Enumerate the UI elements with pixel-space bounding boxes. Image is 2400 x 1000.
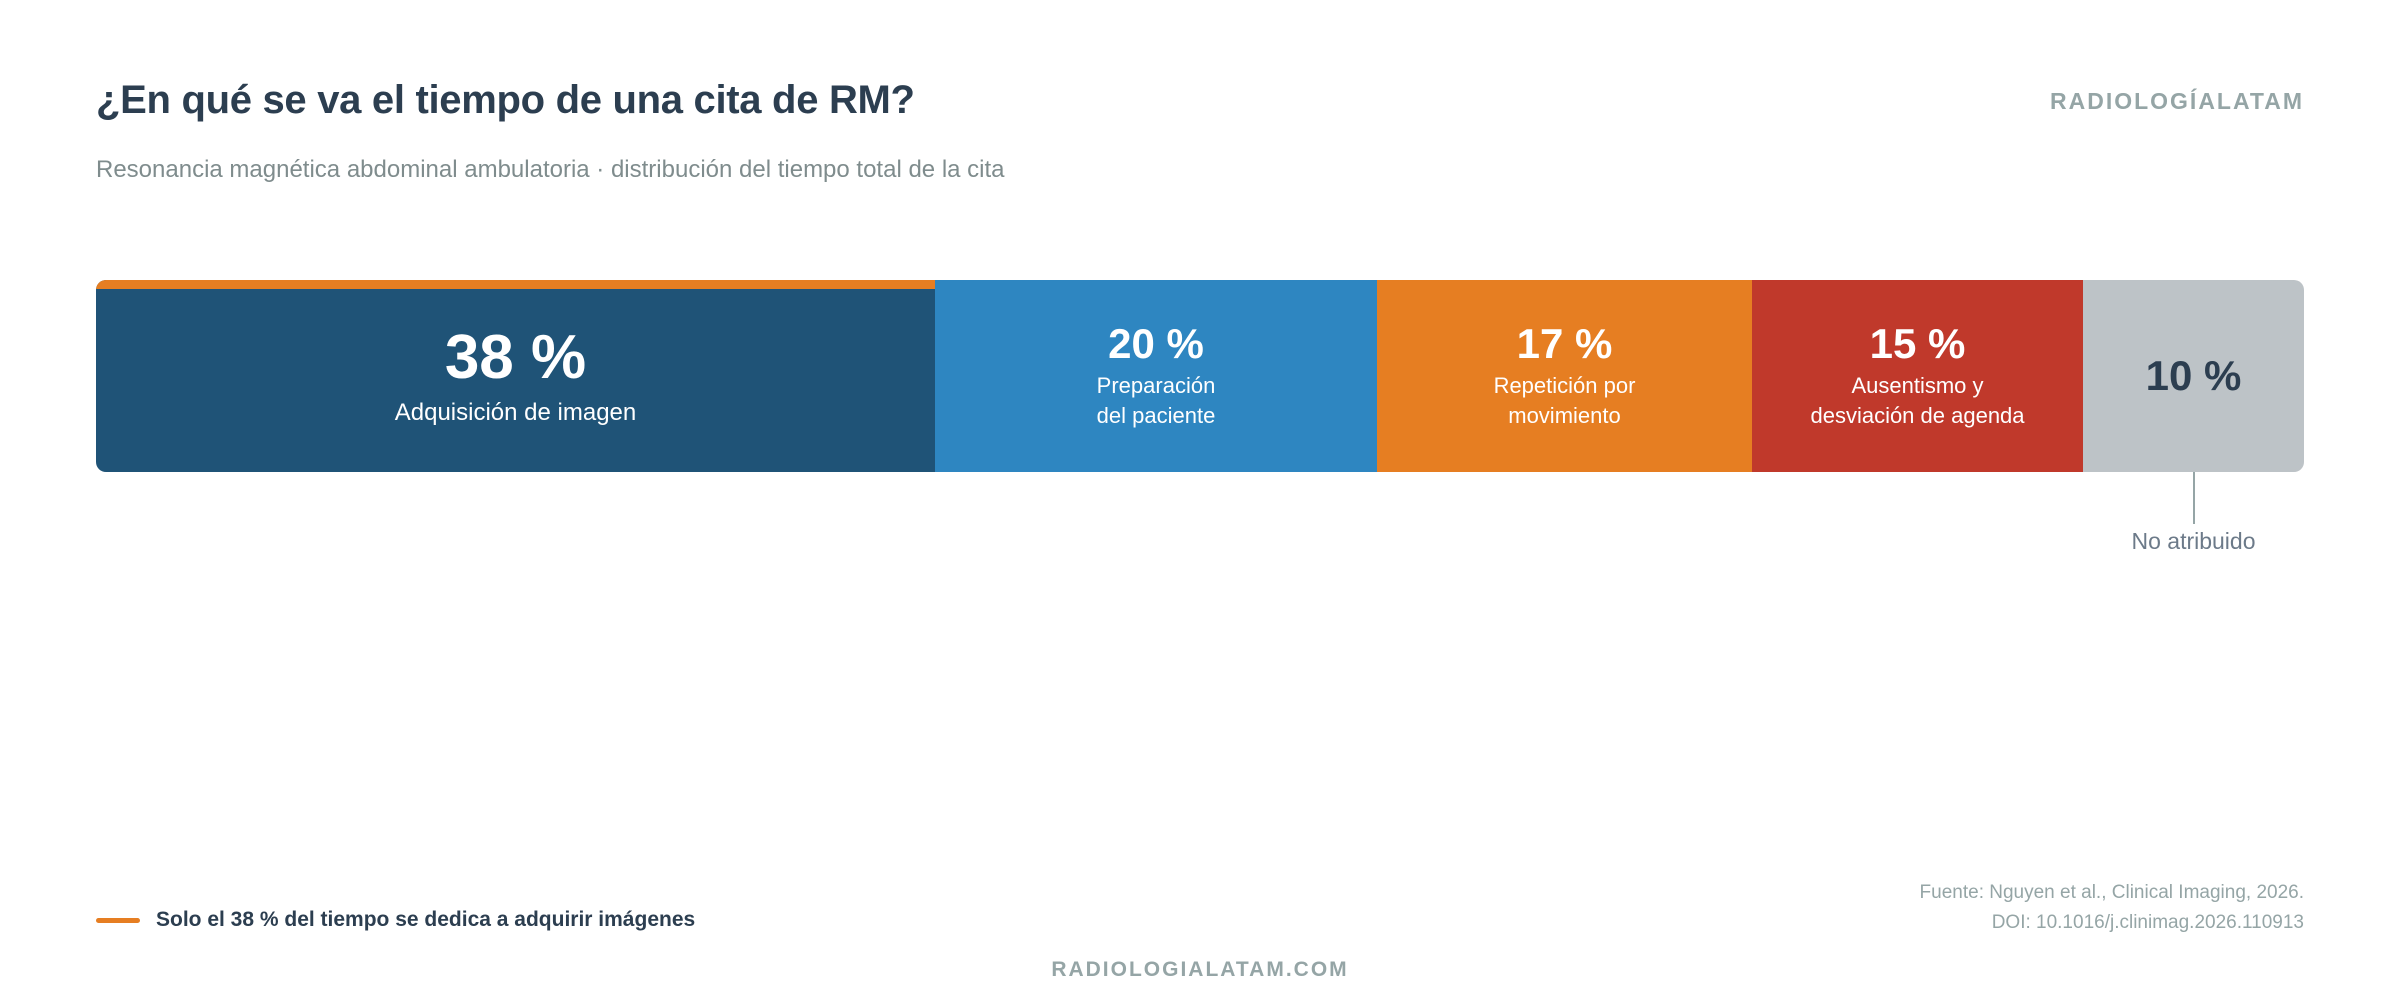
source-citation: Fuente: Nguyen et al., Clinical Imaging,… <box>1919 882 2304 903</box>
callout-label: No atribuido <box>2131 528 2256 554</box>
highlight-strip <box>96 280 935 289</box>
highlight-legend: Solo el 38 % del tiempo se dedica a adqu… <box>96 908 695 932</box>
source-doi: DOI: 10.1016/j.clinimag.2026.110913 <box>1991 912 2304 933</box>
chart-subtitle: Resonancia magnética abdominal ambulator… <box>96 156 1005 183</box>
segment-category-label: Ausentismo y desviación de agenda <box>1810 373 2025 429</box>
legend-swatch <box>96 917 140 923</box>
bar-segment: 17 % Repetición por movimiento <box>1377 280 1752 472</box>
segment-value-label: 20 % <box>1108 319 1204 367</box>
brand-logo-top: RADIOLOGÍALATAM <box>2049 88 2304 114</box>
segment-value-label: 17 % <box>1516 319 1613 367</box>
bar-segment: 20 % Preparación del paciente <box>935 280 1377 472</box>
callout-leader-line <box>2192 472 2195 524</box>
segment-category-label: Preparación del paciente <box>1096 373 1216 429</box>
segment-value-label: 38 % <box>444 322 587 392</box>
source-note: Fuente: Nguyen et al., Clinical Imaging,… <box>1920 878 2304 938</box>
bar-segment: 38 % Adquisición de imagen <box>96 280 935 472</box>
chart-title: ¿En qué se va el tiempo de una cita de R… <box>96 78 915 122</box>
stacked-bar: 38 % Adquisición de imagen 20 % Preparación… <box>96 280 2304 472</box>
segment-category-label: Adquisición de imagen <box>394 399 637 427</box>
brand-url-bottom: RADIOLOGIALATAM.COM <box>1051 958 1349 981</box>
bar-segment: 10 % <box>2083 280 2304 472</box>
segment-category-label: Repetición por movimiento <box>1493 373 1636 429</box>
bar-segment: 15 % Ausentismo y desviación de agenda <box>1752 280 2083 472</box>
segment-value-label: 10 % <box>2145 351 2242 399</box>
legend-text: Solo el 38 % del tiempo se dedica a adqu… <box>156 908 696 931</box>
segment-value-label: 15 % <box>1869 319 1966 367</box>
